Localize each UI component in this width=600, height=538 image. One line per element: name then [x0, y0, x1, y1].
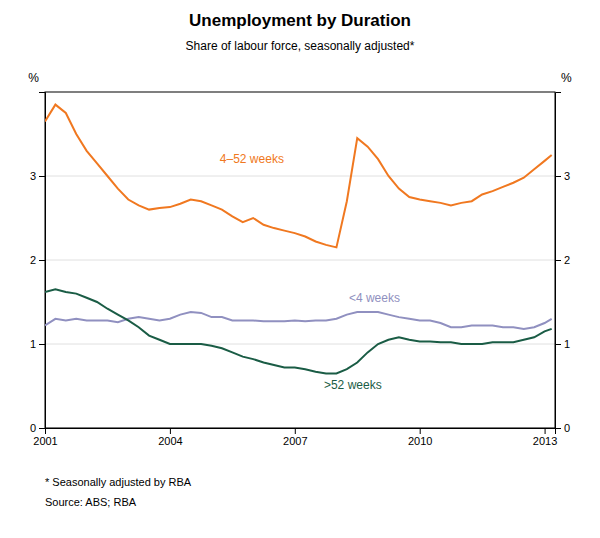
tick-mark	[555, 176, 561, 177]
tick-mark	[555, 428, 561, 429]
tick-mark	[420, 428, 421, 434]
grid	[45, 176, 555, 428]
y2-axis: 0 1 2 3	[555, 93, 570, 435]
tick-label: 1	[30, 338, 36, 350]
chart: Unemployment by Duration Share of labour …	[0, 0, 600, 538]
line	[45, 312, 552, 329]
tick-label: 0	[564, 422, 570, 434]
tick-label: 3	[564, 170, 570, 182]
tick-mark	[170, 428, 171, 434]
tick-mark	[39, 428, 45, 429]
tick-mark	[555, 344, 561, 345]
axis-line	[39, 93, 46, 429]
tick-mark	[555, 260, 561, 261]
x-axis: 2001 2004 2007 2010 2013	[33, 428, 557, 447]
tick: 0	[555, 422, 570, 434]
tick-label: 2001	[33, 435, 57, 447]
series-labels: 4–52 weeks <4 weeks >52 weeks	[220, 152, 400, 391]
tick-label: 1	[564, 338, 570, 350]
tick-label: 2	[564, 254, 570, 266]
y-axis-label: %	[28, 71, 39, 85]
series-label: >52 weeks	[324, 378, 382, 392]
tick-label: 0	[30, 422, 36, 434]
tick: 2013	[533, 428, 557, 447]
series-label: 4–52 weeks	[220, 152, 284, 166]
tick: 2001	[33, 428, 57, 447]
title: Unemployment by Duration	[189, 11, 411, 30]
tick: 3	[30, 170, 45, 182]
line	[45, 289, 552, 373]
tick-mark	[39, 260, 45, 261]
footnote: * Seasonally adjusted by RBA	[45, 476, 192, 488]
plot: 2001 2004 2007 2010 2013 0 1 2 3 0 1 2 3 4–52 weeks <4…	[30, 92, 570, 447]
y2-axis-label: %	[561, 71, 572, 85]
tick-label: 2013	[533, 435, 557, 447]
tick-label: 2007	[283, 435, 307, 447]
line	[45, 105, 552, 248]
tick: 0	[30, 422, 45, 434]
tick: 2007	[283, 428, 307, 447]
subtitle: Share of labour force, seasonally adjust…	[186, 39, 415, 53]
tick: 2	[30, 254, 45, 266]
y-axis: 0 1 2 3	[30, 93, 46, 435]
axis-line	[556, 93, 562, 429]
tick-mark	[545, 428, 546, 434]
grid-line	[45, 176, 555, 177]
series-label: <4 weeks	[349, 291, 400, 305]
tick-mark	[39, 344, 45, 345]
tick-label: 2	[30, 254, 36, 266]
footnote: Source: ABS; RBA	[45, 496, 137, 508]
tick-label: 2004	[158, 435, 182, 447]
tick: 2004	[158, 428, 182, 447]
grid-line	[45, 260, 555, 261]
axis-line	[46, 429, 556, 435]
tick: 1	[30, 338, 45, 350]
tick: 2010	[408, 428, 432, 447]
tick-label: 2010	[408, 435, 432, 447]
plot-frame	[45, 92, 555, 428]
tick: 3	[555, 170, 570, 182]
tick: 1	[555, 338, 570, 350]
lines	[45, 105, 552, 374]
tick-label: 3	[30, 170, 36, 182]
tick-mark	[295, 428, 296, 434]
tick: 2	[555, 254, 570, 266]
tick-mark	[39, 176, 45, 177]
